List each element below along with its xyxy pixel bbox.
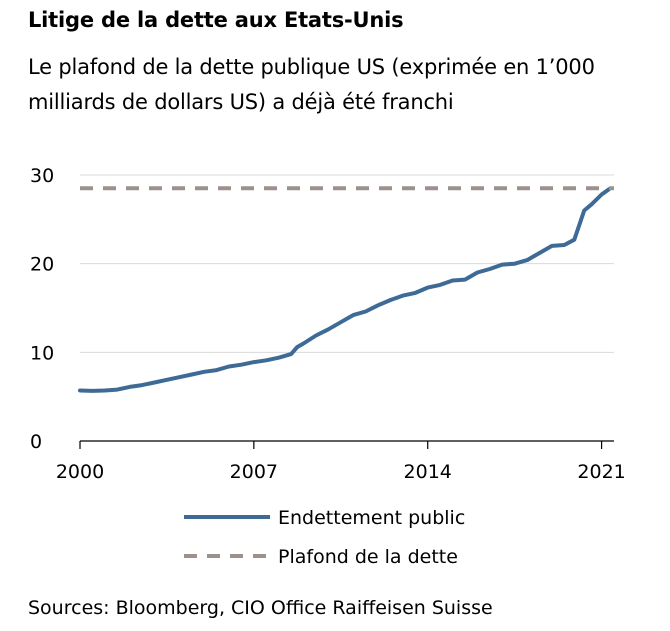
chart-subtitle: Le plafond de la dette publique US (expr… bbox=[28, 55, 595, 114]
y-tick-label: 20 bbox=[30, 254, 54, 276]
source-note: Sources: Bloomberg, CIO Office Raiffeise… bbox=[28, 597, 493, 619]
chart-title: Litige de la dette aux Etats-Unis bbox=[28, 8, 404, 32]
y-tick-label: 30 bbox=[30, 165, 54, 187]
legend-label: Endettement public bbox=[278, 507, 465, 529]
y-tick-label: 10 bbox=[30, 342, 54, 364]
legend-label: Plafond de la dette bbox=[278, 546, 458, 568]
y-tick-label: 0 bbox=[30, 431, 42, 453]
x-tick-label: 2000 bbox=[56, 461, 104, 483]
x-tick-label: 2014 bbox=[404, 461, 452, 483]
series-line-endettement bbox=[78, 187, 611, 393]
x-tick-label: 2021 bbox=[577, 461, 625, 483]
x-tick-label: 2007 bbox=[230, 461, 278, 483]
